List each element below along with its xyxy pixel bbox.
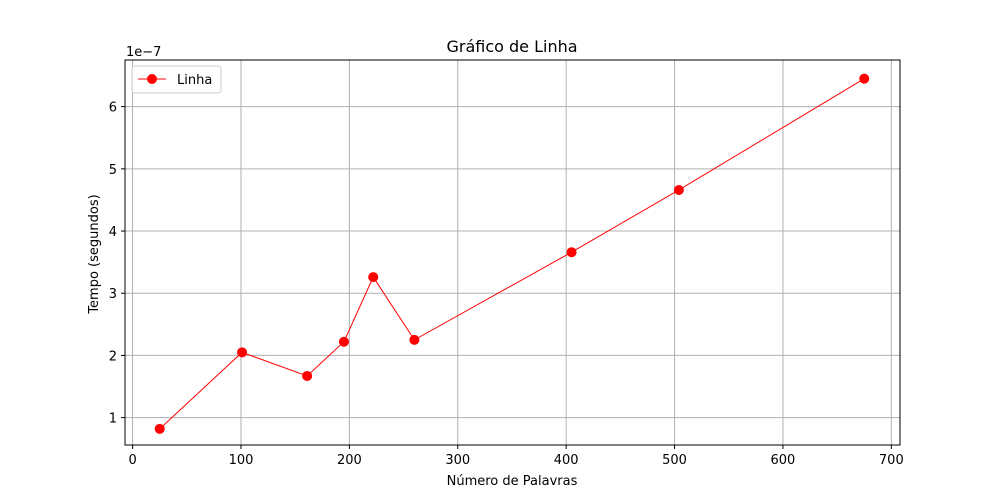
x-tick-label: 700 (879, 453, 904, 468)
data-point (368, 272, 379, 283)
data-point (154, 423, 165, 434)
x-axis-label: Número de Palavras (447, 474, 578, 489)
x-tick-label: 500 (662, 453, 687, 468)
chart-title: Gráfico de Linha (446, 37, 577, 56)
series-layer (154, 73, 870, 434)
data-point (859, 73, 870, 84)
y-tick-label: 5 (109, 163, 117, 178)
y-axis: 1 2 3 4 5 6 (109, 101, 125, 427)
x-tick-label: 100 (229, 453, 254, 468)
x-tick-label: 400 (554, 453, 579, 468)
data-point (673, 184, 684, 195)
data-point (237, 347, 248, 358)
y-tick-label: 1 (109, 412, 117, 427)
legend-marker-swatch (147, 74, 157, 84)
x-axis: 0 100 200 300 400 500 600 700 (128, 445, 904, 468)
y-tick-label: 6 (109, 101, 117, 116)
y-tick-label: 3 (109, 287, 117, 302)
x-tick-label: 600 (771, 453, 796, 468)
legend-box (131, 65, 222, 94)
plot-area-frame (124, 59, 901, 446)
data-point (409, 334, 420, 345)
data-point (566, 247, 577, 258)
x-tick-label: 0 (128, 453, 136, 468)
y-axis-label: Tempo (segundos) (87, 194, 102, 314)
y-tick-label: 4 (109, 225, 117, 240)
grid-lines (125, 60, 900, 445)
data-point (302, 370, 313, 381)
data-point (338, 336, 349, 347)
legend: Linha (131, 65, 222, 94)
y-tick-label: 2 (109, 349, 117, 364)
x-tick-label: 300 (445, 453, 470, 468)
y-offset-label: 1e−7 (126, 45, 161, 60)
x-tick-label: 200 (337, 453, 362, 468)
legend-label: Linha (177, 73, 212, 88)
